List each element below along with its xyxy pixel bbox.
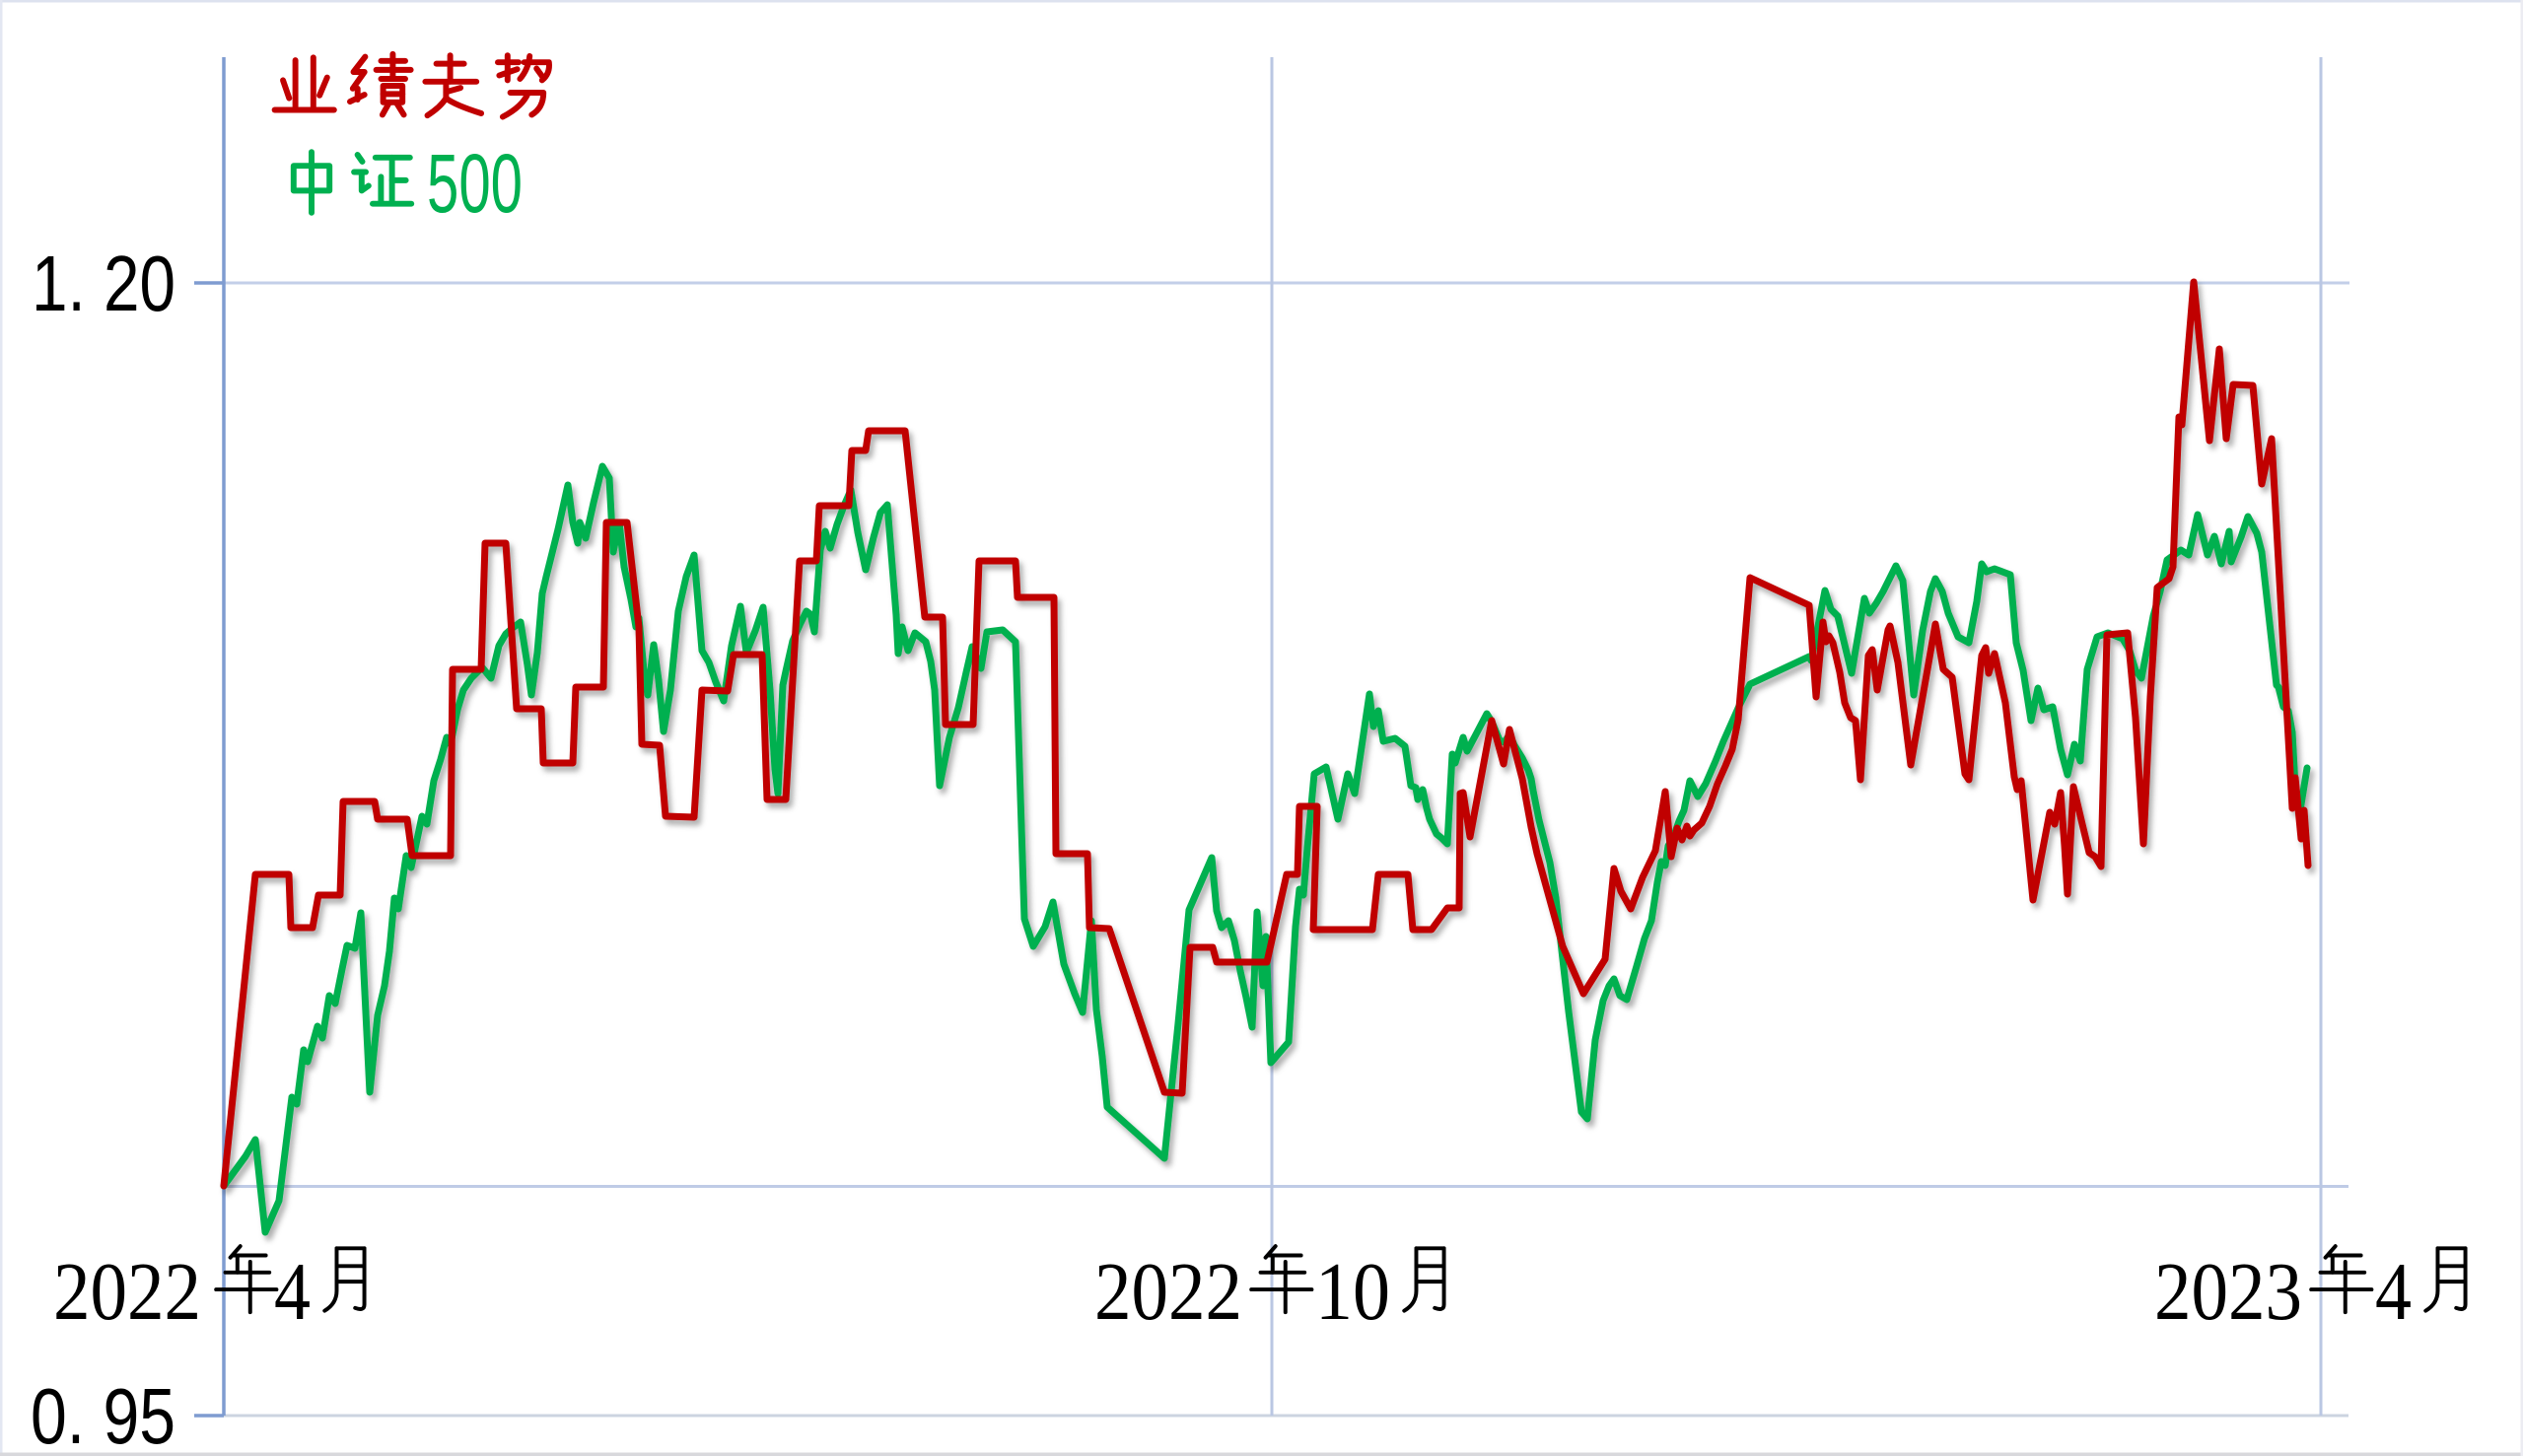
svg-text:4: 4 xyxy=(2375,1246,2412,1338)
svg-text:10: 10 xyxy=(1315,1246,1390,1338)
svg-text:0. 95: 0. 95 xyxy=(31,1372,175,1456)
svg-text:2023: 2023 xyxy=(2154,1246,2302,1338)
svg-text:4: 4 xyxy=(274,1246,311,1338)
svg-text:1. 20: 1. 20 xyxy=(32,240,175,327)
svg-text:2022: 2022 xyxy=(53,1246,201,1338)
svg-text:2022: 2022 xyxy=(1094,1246,1242,1338)
svg-text:500: 500 xyxy=(427,137,523,230)
